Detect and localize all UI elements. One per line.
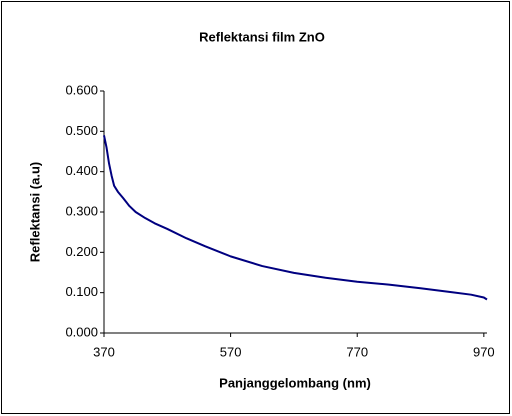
x-tick-label: 370 — [93, 344, 115, 359]
x-axis-label: Panjanggelombang (nm) — [219, 375, 371, 390]
x-tick-label: 770 — [346, 344, 368, 359]
y-axis-label: Reflektansi (a.u) — [27, 162, 42, 262]
chart-title: Reflektansi film ZnO — [199, 29, 325, 44]
x-tick-label: 570 — [220, 344, 242, 359]
y-tick-label: 0.200 — [65, 244, 98, 259]
data-line — [103, 135, 488, 301]
y-tick-label: 0.400 — [65, 163, 98, 178]
x-tick-label: 970 — [473, 344, 495, 359]
y-tick-label: 0.500 — [65, 123, 98, 138]
y-tick-label: 0.000 — [65, 324, 98, 339]
y-tick-label: 0.600 — [65, 82, 98, 97]
y-tick-label: 0.300 — [65, 203, 98, 218]
y-tick-label: 0.100 — [65, 284, 98, 299]
